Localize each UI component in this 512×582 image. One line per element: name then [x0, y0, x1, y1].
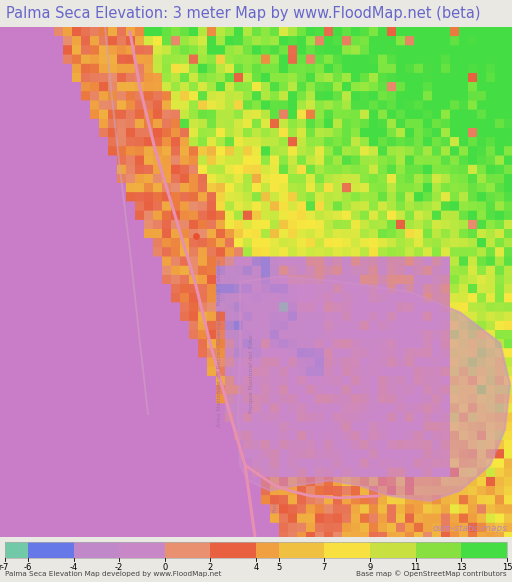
Text: 0: 0 [162, 563, 167, 572]
Text: Base map © OpenStreetMap contributors: Base map © OpenStreetMap contributors [356, 571, 507, 577]
Text: 11: 11 [411, 563, 421, 572]
Text: 5: 5 [276, 563, 282, 572]
Text: -6: -6 [24, 563, 32, 572]
Text: -2: -2 [115, 563, 123, 572]
Text: Palma Seca Elevation: 3 meter Map by www.FloodMap.net (beta): Palma Seca Elevation: 3 meter Map by www… [6, 6, 481, 21]
Text: -4: -4 [70, 563, 78, 572]
Bar [370, 542, 416, 558]
Text: Parque Nacional del Este: Parque Nacional del Este [249, 335, 254, 413]
Text: 9: 9 [368, 563, 373, 572]
Text: 15: 15 [502, 563, 512, 572]
Bar [279, 542, 325, 558]
Point [192, 231, 200, 240]
Bar [416, 542, 461, 558]
Bar [28, 542, 74, 558]
Bar [256, 542, 279, 558]
Text: -7: -7 [1, 563, 9, 572]
Text: Area Nationale de Recreo Guaraguao, Punta Catuano: Area Nationale de Recreo Guaraguao, Punt… [218, 259, 223, 427]
Bar [74, 542, 119, 558]
Bar [461, 542, 507, 558]
Bar [119, 542, 165, 558]
Polygon shape [238, 276, 510, 501]
Text: osm-static-maps: osm-static-maps [433, 524, 508, 533]
Text: 13: 13 [456, 563, 466, 572]
Bar [5, 542, 507, 558]
Bar [165, 542, 210, 558]
Bar [5, 542, 28, 558]
Bar [325, 542, 370, 558]
Text: meter: meter [0, 563, 3, 572]
Text: Pun.: Pun. [272, 500, 278, 512]
Text: 2: 2 [208, 563, 213, 572]
Text: 4: 4 [253, 563, 259, 572]
Text: 7: 7 [322, 563, 327, 572]
Text: Palma Seca Elevation Map developed by www.FloodMap.net: Palma Seca Elevation Map developed by ww… [5, 572, 222, 577]
Bar [210, 542, 256, 558]
